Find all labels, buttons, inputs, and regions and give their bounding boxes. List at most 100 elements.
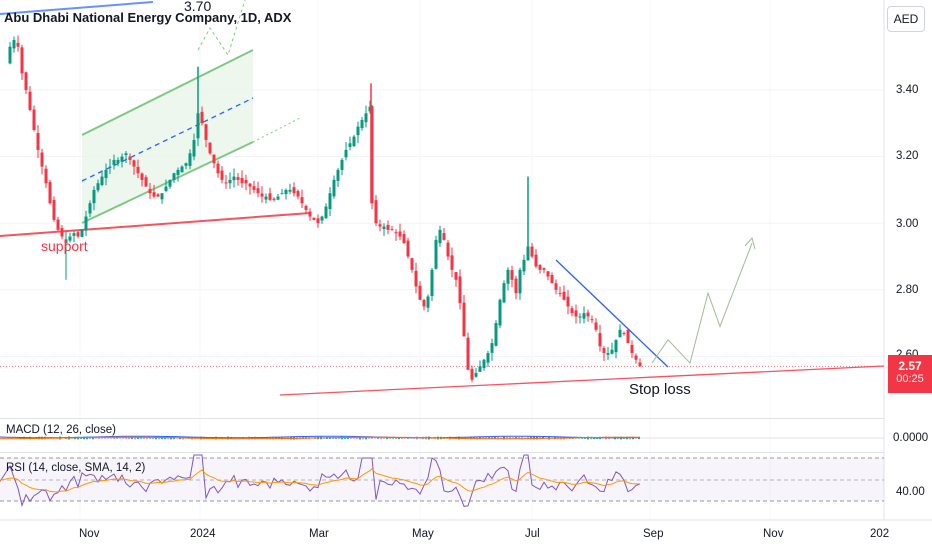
macd-hist-bar [131, 436, 133, 440]
candle-body [402, 234, 406, 244]
macd-label[interactable]: MACD (12, 26, close) [6, 424, 116, 436]
currency-button[interactable]: AED [887, 6, 925, 32]
candle-body [32, 109, 36, 130]
macd-hist-bar [278, 437, 280, 439]
time-label-sep: Sep [643, 528, 664, 540]
candle-body [382, 226, 386, 230]
chart-title: Abu Dhabi National Energy Company, 1D, A… [4, 10, 292, 25]
rsi-line [0, 454, 641, 508]
macd-hist-bar [476, 436, 478, 440]
macd-hist-bar [116, 437, 118, 439]
candle-body [300, 197, 304, 204]
candle-body [284, 189, 288, 194]
candle-body [364, 113, 368, 123]
stoploss-line [279, 365, 885, 396]
candle-body [124, 153, 128, 156]
candle-body [498, 299, 502, 326]
pane-divider-rsi[interactable] [0, 452, 884, 453]
candle-body [506, 269, 510, 284]
candle-body [324, 206, 328, 219]
pane-divider-macd[interactable] [0, 418, 884, 419]
macd-hist-bar [341, 436, 343, 440]
candle-body [120, 156, 124, 162]
candle-body [240, 177, 244, 184]
macd-hist-bar [374, 437, 376, 439]
time-label-202: 202 [870, 528, 890, 540]
candle-body [108, 166, 112, 168]
support-annotation: support [41, 238, 88, 254]
candle-body [232, 176, 236, 181]
candle-body [128, 156, 132, 160]
drawings-back [0, 0, 311, 237]
candle-body [538, 264, 542, 270]
candle-body [352, 136, 356, 147]
candle-body [220, 170, 224, 180]
candle-body [116, 159, 120, 164]
candle-body [40, 152, 44, 167]
candle-body [348, 143, 352, 147]
stoploss-annotation: Stop loss [629, 381, 691, 398]
macd-hist-bar [500, 437, 502, 439]
candle-body [136, 166, 140, 174]
candle-body [24, 72, 28, 90]
macd-hist-bar [512, 437, 514, 439]
candle-body [52, 199, 56, 220]
macd-hist-bar [488, 437, 490, 439]
candle-body [56, 219, 60, 230]
macd-hist-bar [122, 437, 124, 439]
candle-body [462, 302, 466, 337]
candle-body [514, 278, 518, 294]
macd-hist-bar [146, 437, 148, 439]
candle-body [160, 193, 164, 200]
candle-body [180, 166, 184, 173]
candle-body [626, 329, 630, 344]
macd-hist-bar [527, 436, 529, 440]
candle-body [320, 216, 324, 221]
candle-body [542, 268, 546, 270]
time-label-jul: Jul [525, 528, 540, 540]
time-label-2024: 2024 [190, 528, 216, 540]
candle-body [582, 313, 586, 319]
macd-hist-bar [263, 437, 265, 439]
candle-body [312, 217, 316, 220]
candle-body [586, 312, 590, 317]
time-label-nov: Nov [79, 528, 100, 540]
candle-body [292, 187, 296, 194]
candle-body [80, 229, 84, 237]
candle-body [570, 308, 574, 314]
candle-body [168, 179, 172, 187]
candle-body [368, 106, 372, 112]
candle-body [518, 269, 522, 294]
candle-body [176, 169, 180, 176]
channel-ext [252, 117, 301, 143]
macd-axis-label: 0.0000 [893, 432, 929, 444]
macd-hist-bar [362, 436, 364, 440]
macd-hist-bar [137, 436, 139, 440]
candles [8, 35, 642, 383]
time-label-may: May [412, 528, 434, 540]
candle-body [248, 183, 252, 187]
support-line [0, 212, 311, 237]
candle-body [308, 211, 312, 217]
macd-hist-bar [389, 437, 391, 439]
macd-plot [0, 435, 884, 440]
macd-line [0, 435, 641, 439]
candle-body [172, 173, 176, 180]
candle-body [96, 183, 100, 191]
rsi-label[interactable]: RSI (14, close, SMA, 14, 2) [6, 462, 146, 474]
rsi-ma-line [0, 467, 640, 493]
candle-body [100, 176, 104, 185]
macd-hist-bar [482, 436, 484, 440]
candle-body [522, 259, 526, 272]
price-label-3-20: 3.20 [896, 150, 919, 162]
candle-body [466, 337, 470, 370]
candle-body [332, 179, 336, 197]
candle-body [208, 142, 212, 154]
candle-body [390, 229, 394, 231]
drawings-front [279, 236, 885, 396]
candle-body [84, 216, 88, 231]
candle-body [454, 272, 458, 280]
candle-body [288, 189, 292, 192]
